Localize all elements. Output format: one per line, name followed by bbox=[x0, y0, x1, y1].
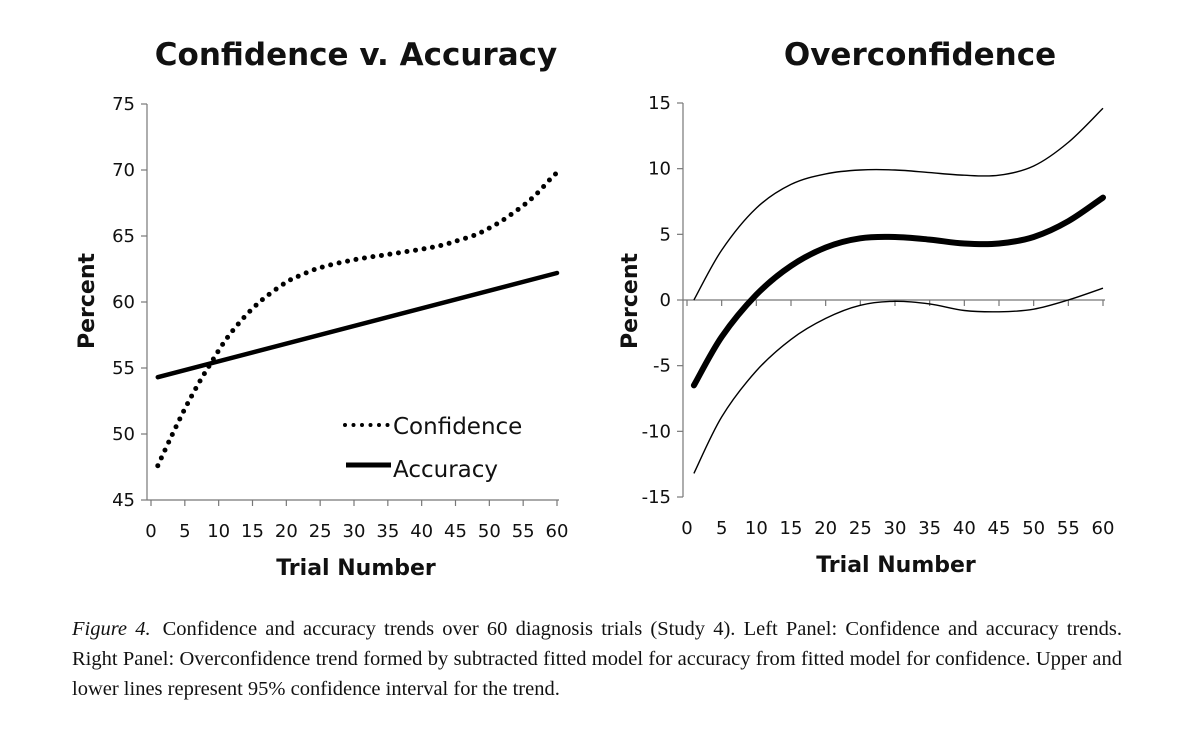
right-y-tick-label: -15 bbox=[642, 487, 671, 508]
right-y-tick-label: 15 bbox=[648, 93, 671, 114]
left-x-tick-label: 45 bbox=[444, 521, 467, 542]
left-chart-title: Confidence v. Accuracy bbox=[155, 37, 557, 73]
left-series bbox=[155, 170, 560, 469]
left-series-accuracy-line bbox=[155, 270, 560, 380]
left-y-tick-label: 55 bbox=[112, 358, 135, 379]
right-panel: Overconfidence Percent Trial Number -15-… bbox=[618, 37, 1114, 578]
right-series-lower-ci-line bbox=[693, 287, 1104, 474]
left-y-tick-label: 50 bbox=[112, 424, 135, 445]
left-y-tick-label: 45 bbox=[112, 490, 135, 511]
left-tick-labels: 45 50 55 60 65 70 75 0 5 10 15 20 25 30 35 40 45 50 55 60 bbox=[112, 94, 568, 542]
left-panel: Confidence v. Accuracy Percent Trial Num… bbox=[75, 37, 568, 581]
left-y-tick-label: 60 bbox=[112, 292, 135, 313]
right-x-tick-label: 0 bbox=[681, 518, 692, 539]
left-x-tick-label: 15 bbox=[241, 521, 264, 542]
right-y-tick-label: -5 bbox=[653, 356, 671, 377]
left-y-axis-title: Percent bbox=[75, 253, 100, 350]
right-series-trend-line bbox=[690, 194, 1106, 389]
right-x-tick-label: 20 bbox=[814, 518, 837, 539]
figure: Confidence v. Accuracy Percent Trial Num… bbox=[75, 37, 1114, 581]
right-x-axis-title: Trial Number bbox=[816, 553, 976, 578]
left-series-confidence-line bbox=[155, 170, 560, 469]
right-x-tick-label: 30 bbox=[884, 518, 907, 539]
left-x-tick-label: 0 bbox=[145, 521, 156, 542]
right-y-tick-label: 5 bbox=[660, 224, 671, 245]
right-x-tick-label: 15 bbox=[780, 518, 803, 539]
legend-accuracy-label: Accuracy bbox=[393, 457, 498, 483]
left-x-tick-label: 5 bbox=[179, 521, 190, 542]
left-x-tick-label: 40 bbox=[410, 521, 433, 542]
left-y-tick-label: 70 bbox=[112, 160, 135, 181]
right-x-tick-label: 60 bbox=[1092, 518, 1115, 539]
right-chart-title: Overconfidence bbox=[784, 37, 1056, 73]
caption-text: Confidence and accuracy trends over 60 d… bbox=[72, 618, 1122, 700]
right-series bbox=[690, 107, 1106, 474]
left-axes bbox=[141, 103, 559, 506]
left-y-tick-label: 65 bbox=[112, 226, 135, 247]
figure-caption: Figure 4. Confidence and accuracy trends … bbox=[72, 614, 1122, 704]
left-y-tick-label: 75 bbox=[112, 94, 135, 115]
right-y-tick-label: 0 bbox=[660, 290, 671, 311]
left-x-tick-label: 25 bbox=[309, 521, 332, 542]
right-x-tick-label: 25 bbox=[849, 518, 872, 539]
right-x-tick-label: 10 bbox=[745, 518, 768, 539]
legend-confidence-label: Confidence bbox=[393, 414, 522, 440]
right-x-tick-label: 5 bbox=[716, 518, 727, 539]
left-x-tick-label: 35 bbox=[376, 521, 399, 542]
left-x-tick-label: 55 bbox=[512, 521, 535, 542]
right-x-tick-label: 35 bbox=[918, 518, 941, 539]
left-x-tick-label: 10 bbox=[207, 521, 230, 542]
right-series-upper-ci-line bbox=[693, 107, 1104, 301]
left-x-tick-label: 50 bbox=[478, 521, 501, 542]
left-x-tick-label: 20 bbox=[275, 521, 298, 542]
right-x-tick-label: 40 bbox=[953, 518, 976, 539]
right-x-tick-label: 45 bbox=[988, 518, 1011, 539]
right-tick-labels: -15 -10 -5 0 5 10 15 0 5 10 15 20 25 30 35 40 45 50 55 60 bbox=[642, 93, 1115, 539]
right-x-tick-label: 55 bbox=[1057, 518, 1080, 539]
left-x-tick-label: 60 bbox=[546, 521, 569, 542]
right-x-tick-label: 50 bbox=[1022, 518, 1045, 539]
caption-label: Figure 4. bbox=[72, 618, 151, 640]
right-y-tick-label: 10 bbox=[648, 159, 671, 180]
right-y-tick-label: -10 bbox=[642, 421, 671, 442]
right-y-axis-title: Percent bbox=[618, 253, 643, 350]
left-x-tick-label: 30 bbox=[343, 521, 366, 542]
left-x-axis-title: Trial Number bbox=[276, 556, 436, 581]
left-legend: Confidence Accuracy bbox=[343, 414, 522, 483]
